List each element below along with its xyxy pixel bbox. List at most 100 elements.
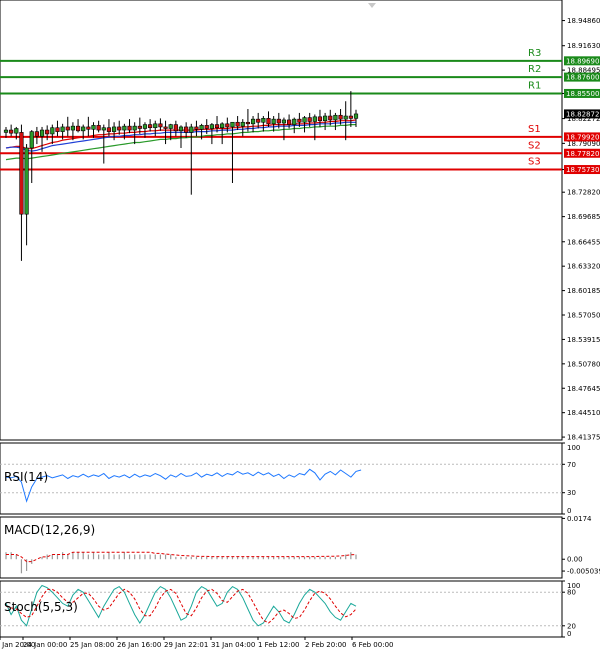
candle-bear (45, 129, 50, 135)
candle-bear (266, 118, 271, 125)
candle-bear (75, 125, 81, 132)
time-axis-label: 31 Jan 04:00 (211, 641, 255, 649)
time-axis-label: 25 Jan 08:00 (70, 641, 114, 649)
level-label-r1: R1 (528, 80, 541, 91)
candle-bull (178, 126, 184, 132)
candle-bull (281, 119, 287, 124)
candle-bull (50, 127, 55, 135)
price-axis-label: 18.69685 (567, 213, 600, 221)
time-axis-label: 26 Jan 16:00 (117, 641, 161, 649)
candle-bull (292, 118, 297, 125)
candle-bear (338, 114, 343, 120)
candle-bull (91, 125, 96, 130)
price-axis-label: 18.72820 (567, 189, 600, 197)
level-price-tag-s1 (564, 132, 600, 142)
level-label-s3: S3 (528, 157, 541, 168)
candle-bull (333, 114, 338, 121)
candle-bull (70, 125, 76, 131)
time-axis-label: 6 Feb 00:00 (352, 641, 393, 649)
time-axis-label: 2 Feb 20:00 (305, 641, 346, 649)
macd-axis-label: -0.005039 (567, 568, 600, 576)
macd-axis-label: 0.0174 (567, 515, 592, 523)
price-axis-label: 18.60185 (567, 287, 600, 295)
level-label-s2: S2 (528, 140, 541, 151)
rsi-axis-label: 100 (567, 444, 580, 452)
candle-bull (142, 124, 148, 129)
rsi-pane-frame (0, 442, 563, 515)
level-label-r2: R2 (528, 64, 541, 75)
candle-bear (307, 117, 312, 122)
candle-bear (256, 118, 261, 123)
candle-bull (209, 124, 214, 129)
price-pane-frame (0, 0, 563, 441)
price-axis-label: 18.57050 (567, 312, 600, 320)
rsi-axis-label: 30 (567, 489, 576, 497)
rsi-title: RSI(14) (4, 470, 48, 484)
candle-bull (271, 118, 276, 125)
candle-bear (225, 123, 230, 128)
candle-bull (168, 124, 173, 129)
price-axis-label: 18.66455 (567, 238, 600, 246)
candle-bear (55, 127, 60, 132)
candle-bear (328, 115, 333, 121)
candle-bear (19, 132, 24, 215)
candle-bear (194, 126, 199, 130)
candle-bear (96, 125, 101, 131)
level-price-tag-r3 (564, 56, 600, 66)
time-axis-label: 24 Jan 00:00 (23, 641, 67, 649)
price-axis-label: 18.44510 (567, 409, 600, 417)
price-axis-label: 18.63320 (567, 263, 600, 271)
candle-bear (184, 126, 189, 133)
level-price-label-r3: 18.89690 (566, 57, 599, 65)
stoch-axis-label: 100 (567, 582, 580, 590)
price-axis-label: 18.79090 (567, 140, 600, 148)
candle-bear (65, 126, 70, 131)
candle-bear (297, 118, 302, 123)
stoch-axis-label: 80 (567, 589, 576, 597)
time-axis-label: 1 Feb 12:00 (258, 641, 299, 649)
candle-bull (3, 129, 9, 133)
macd-signal-line (6, 551, 357, 563)
candle-bear (235, 121, 240, 127)
candle-bear (9, 129, 14, 134)
level-price-label-s2: 18.77820 (566, 150, 599, 158)
price-axis-label: 18.82272 (567, 115, 600, 123)
candle-bull (132, 125, 137, 131)
candle-bear (86, 126, 91, 130)
candle-bull (14, 128, 19, 134)
candle-bear (276, 118, 281, 124)
rsi-axis-label: 0 (567, 507, 571, 515)
candle-bear (173, 124, 178, 132)
price-axis-label: 18.88495 (567, 67, 600, 75)
candle-bear (204, 125, 209, 129)
candle-bull (353, 113, 359, 119)
candle-bull (60, 126, 65, 132)
stoch-axis-label: 0 (567, 630, 571, 638)
stoch-pane-frame (0, 580, 563, 638)
price-axis-label: 18.47645 (567, 385, 600, 393)
candle-bull (199, 125, 204, 130)
chart-shift-marker (368, 3, 376, 8)
level-price-label-s1: 18.79920 (566, 134, 599, 142)
candle-bear (158, 123, 163, 128)
candle-bear (348, 115, 353, 119)
stoch-axis-label: 20 (567, 622, 576, 630)
candle-bull (111, 126, 117, 132)
current-price-label: 18.82872 (566, 111, 599, 119)
price-axis-label: 18.91630 (567, 42, 600, 50)
current-price-tag (564, 109, 600, 119)
stoch-signal-line (5, 588, 357, 624)
candle-bull (122, 125, 127, 131)
candle-bull (343, 115, 348, 120)
candle-bull (81, 126, 86, 132)
level-price-label-s3: 18.75730 (566, 166, 599, 174)
candle-bear (137, 125, 142, 129)
candle-bull (24, 147, 29, 215)
candle-bull (101, 127, 106, 131)
candle-bear (317, 116, 323, 122)
macd-pane-frame (0, 516, 563, 579)
candle-bear (106, 127, 112, 132)
level-price-tag-r1 (564, 88, 600, 98)
stoch-title: Stoch(5,5,3) (4, 600, 78, 614)
candle-bull (323, 115, 328, 122)
